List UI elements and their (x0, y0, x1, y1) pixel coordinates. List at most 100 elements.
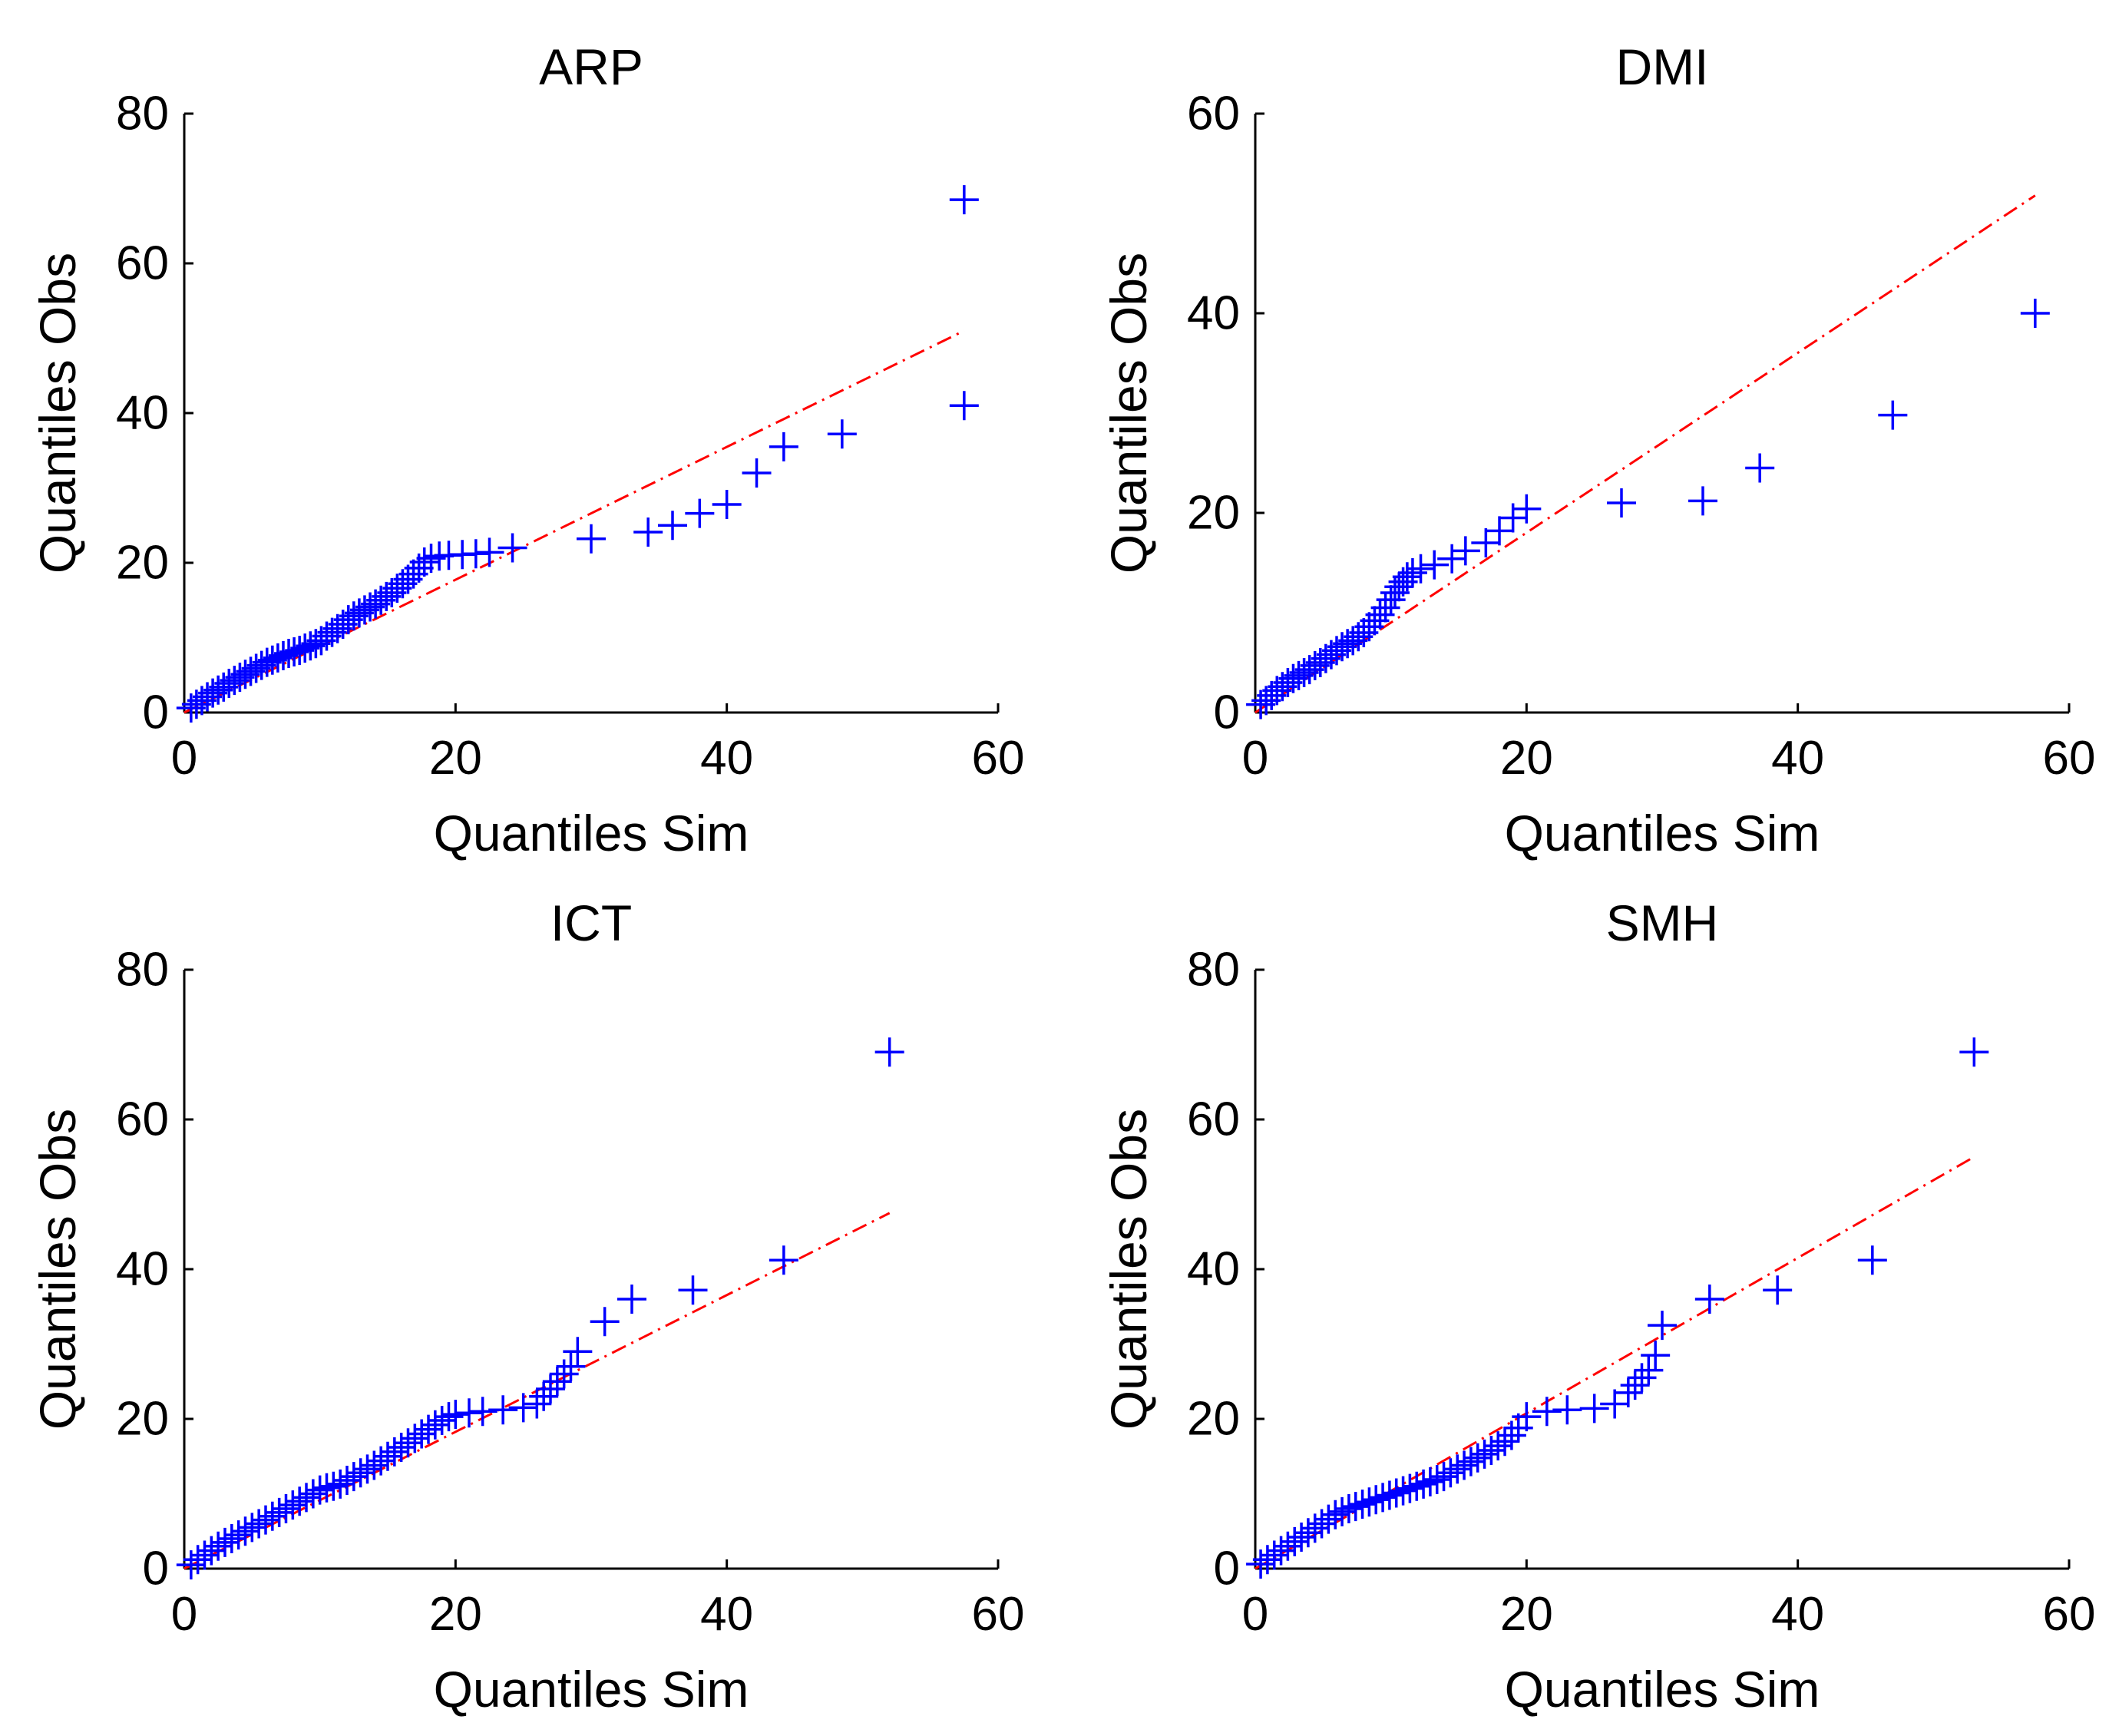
data-point (685, 498, 715, 528)
data-point (1392, 562, 1422, 592)
y-tick-label: 0 (143, 1543, 169, 1595)
data-point (633, 517, 663, 547)
data-point (742, 458, 772, 488)
panel-title: SMH (1606, 894, 1719, 951)
data-point (1397, 558, 1427, 587)
panel-title: ARP (539, 38, 643, 95)
y-tick-label: 40 (116, 387, 169, 440)
x-axis-label: Quantiles Sim (1505, 805, 1820, 861)
data-point (1347, 1490, 1377, 1519)
y-tick-label: 80 (116, 88, 169, 141)
data-point (427, 1405, 457, 1435)
data-point (1388, 1476, 1418, 1506)
y-tick-label: 20 (116, 537, 169, 590)
data-point (949, 391, 979, 421)
panel-ict: ICT Quantiles Sim Quantiles Obs 0 20 40 60 0… (29, 894, 1024, 1718)
data-point (1688, 486, 1717, 516)
x-tick-label: 60 (2043, 1588, 2096, 1641)
data-point (712, 489, 742, 519)
data-point (488, 1395, 518, 1425)
y-axis-label: Quantiles Obs (1100, 1109, 1157, 1430)
x-tick-label: 0 (171, 1588, 197, 1641)
data-point (1471, 528, 1501, 557)
data-point (1376, 585, 1406, 615)
reference-line (1254, 1156, 1975, 1570)
data-point (1634, 1355, 1664, 1385)
data-point (1959, 1037, 1989, 1067)
panel-smh: SMH Quantiles Sim Quantiles Obs 0 20 40 60 0… (1100, 894, 2095, 1718)
data-point (1463, 1443, 1492, 1473)
x-axis-label: Quantiles Sim (434, 805, 749, 861)
data-point (203, 1531, 233, 1561)
y-tick-label: 0 (143, 686, 169, 739)
data-point (326, 1469, 355, 1499)
data-point (1613, 1377, 1643, 1407)
data-point (420, 1410, 450, 1440)
data-point (461, 539, 491, 569)
y-tick-label: 60 (1187, 1093, 1240, 1146)
data-point (1420, 550, 1450, 580)
data-point (339, 1462, 369, 1492)
data-point (1620, 1371, 1650, 1400)
data-point (556, 1351, 586, 1381)
data-point (1395, 1473, 1425, 1503)
data-point (217, 1524, 246, 1553)
data-point (278, 1490, 308, 1520)
data-point (1512, 1402, 1542, 1432)
data-point (497, 533, 527, 563)
data-point (1469, 1439, 1499, 1469)
data-point (210, 1527, 240, 1557)
panel-title: DMI (1616, 38, 1709, 95)
data-point (827, 419, 857, 449)
data-point (416, 544, 446, 574)
data-point (1321, 1500, 1350, 1529)
x-tick-label: 0 (171, 732, 197, 785)
data-point (1437, 544, 1467, 574)
data-point (542, 1367, 572, 1397)
data-point (1627, 1363, 1657, 1393)
data-point (1334, 1494, 1364, 1523)
data-point (678, 1275, 708, 1305)
y-tick-label: 40 (1187, 287, 1240, 340)
data-point (1409, 1469, 1439, 1499)
data-point (434, 1402, 464, 1432)
y-tick-label: 20 (1187, 487, 1240, 540)
data-point (577, 524, 606, 554)
data-point (529, 1381, 559, 1411)
data-point (536, 1374, 565, 1404)
data-point (522, 1389, 552, 1419)
x-tick-label: 0 (1242, 1588, 1268, 1641)
data-point (285, 1486, 315, 1516)
data-point (1365, 600, 1395, 630)
x-tick-label: 20 (429, 732, 482, 785)
data-point (312, 1473, 342, 1503)
data-point (345, 1458, 375, 1488)
data-point (237, 1513, 267, 1543)
y-tick-label: 80 (116, 944, 169, 997)
x-axis-label: Quantiles Sim (1505, 1661, 1820, 1718)
data-point (590, 1307, 620, 1337)
data-point (332, 1465, 362, 1495)
data-point (1503, 1413, 1533, 1443)
data-point (1327, 1496, 1357, 1526)
data-point (1450, 1450, 1479, 1480)
x-tick-label: 60 (2043, 732, 2096, 785)
data-point (1443, 1454, 1473, 1484)
data-point (352, 1454, 382, 1484)
data-point (197, 1536, 226, 1566)
data-point (1406, 554, 1436, 584)
x-tick-label: 20 (429, 1588, 482, 1641)
data-point (223, 1520, 253, 1550)
data-point (549, 1359, 579, 1389)
y-tick-label: 40 (116, 1243, 169, 1296)
data-point (1552, 1395, 1582, 1425)
data-point (1429, 1462, 1459, 1492)
data-point (1878, 400, 1908, 430)
x-axis-label: Quantiles Sim (434, 1661, 749, 1718)
y-tick-label: 20 (116, 1393, 169, 1446)
y-tick-label: 60 (116, 237, 169, 290)
data-point (292, 1483, 321, 1513)
x-tick-label: 20 (1500, 732, 1553, 785)
